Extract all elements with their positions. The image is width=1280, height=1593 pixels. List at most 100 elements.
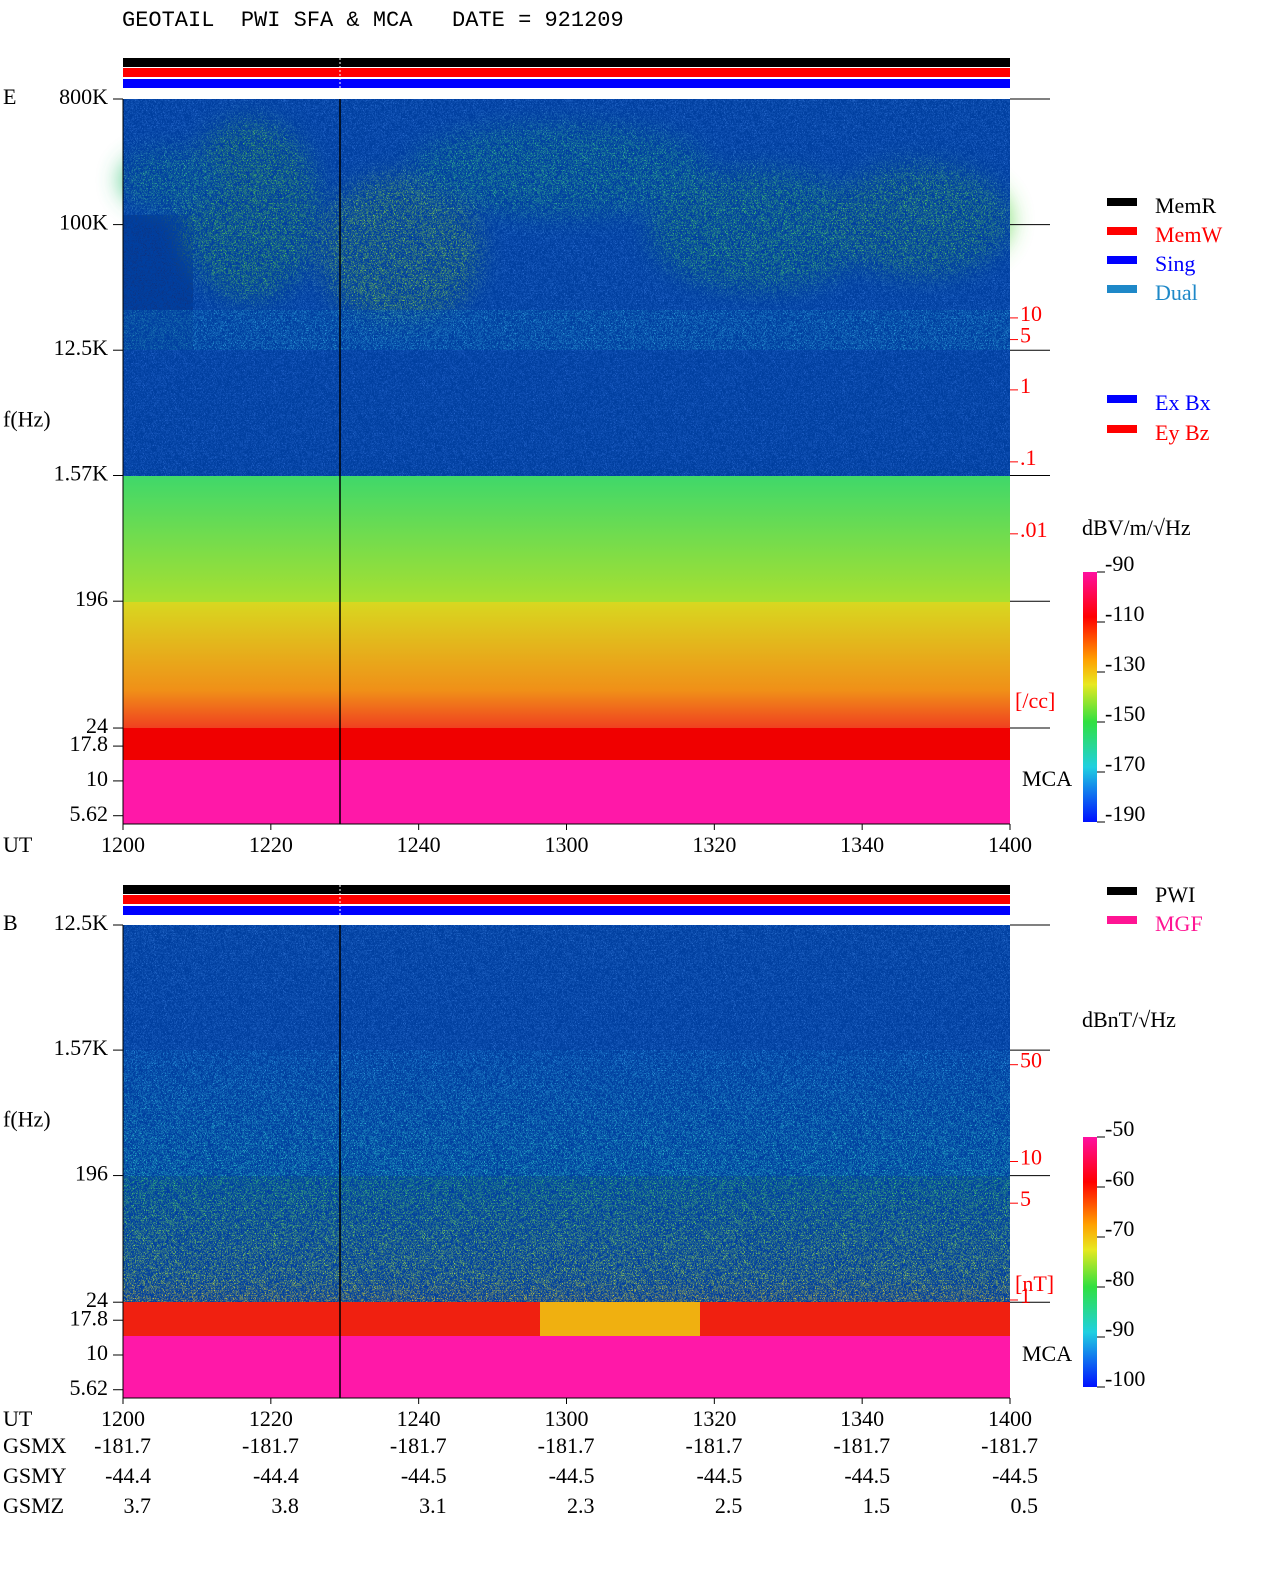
x-tick-label: 1340: [840, 1406, 884, 1431]
orbit-value: -181.7: [833, 1433, 890, 1458]
panel-label: B: [3, 910, 18, 935]
x-tick-label: 1300: [545, 832, 589, 857]
colorbar-tick-label: -170: [1105, 751, 1145, 776]
legend-swatch: [1107, 887, 1137, 895]
x-label: UT: [3, 832, 33, 857]
status-bars: [123, 58, 1010, 915]
band-label: MCA: [1022, 766, 1072, 791]
orbit-value: -44.5: [992, 1463, 1038, 1488]
y-tick-label: 800K: [59, 84, 108, 109]
legend-label: Ey Bz: [1155, 420, 1210, 445]
y2-tick-label: 5: [1020, 1186, 1031, 1211]
orbit-value: 2.5: [715, 1493, 743, 1518]
y-tick-label: 5.62: [70, 1375, 109, 1400]
y2-label: [/cc]: [1015, 688, 1055, 713]
legend-swatch: [1107, 198, 1137, 206]
orbit-value: 1.5: [863, 1493, 891, 1518]
legend-label: Ex Bx: [1155, 390, 1211, 415]
orbit-value: 3.7: [124, 1493, 152, 1518]
y-tick-label: 1.57K: [54, 461, 109, 486]
b-spectrogram: [123, 925, 1010, 1398]
y-tick-label: 24: [86, 1287, 108, 1312]
colorbar-tick-label: -70: [1105, 1216, 1134, 1241]
y-tick-label: 196: [75, 1161, 108, 1186]
orbit-value: 2.3: [567, 1493, 595, 1518]
orbit-value: -44.5: [697, 1463, 743, 1488]
legend-swatch: [1107, 395, 1137, 403]
y-tick-label: 17.8: [70, 731, 109, 756]
colorbar: [1083, 1137, 1097, 1387]
orbit-value: 3.1: [419, 1493, 447, 1518]
x-tick-label: 1220: [249, 1406, 293, 1431]
y-tick-label: 100K: [59, 210, 108, 235]
y-tick-label: 196: [75, 586, 108, 611]
colorbar: [1083, 572, 1097, 822]
y-label: f(Hz): [3, 1107, 51, 1132]
y2-tick-label: 5: [1020, 323, 1031, 348]
orbit-value: -44.5: [549, 1463, 595, 1488]
y2-tick-label: 1: [1020, 373, 1031, 398]
y2-tick-label: 10: [1020, 301, 1042, 326]
colorbar-tick-label: -60: [1105, 1166, 1134, 1191]
y-tick-label: 17.8: [70, 1305, 109, 1330]
y-tick-label: 12.5K: [54, 335, 109, 360]
legend-swatch: [1107, 285, 1137, 293]
legend-label: MGF: [1155, 911, 1203, 936]
y-tick-label: 5.62: [70, 801, 109, 826]
legend-label: MemW: [1155, 222, 1222, 247]
x-tick-label: 1400: [988, 832, 1032, 857]
title: GEOTAIL PWI SFA & MCA DATE = 921209: [122, 8, 624, 33]
colorbar-label: dBnT/√Hz: [1082, 1007, 1176, 1032]
orbit-value: -181.7: [981, 1433, 1038, 1458]
orbit-value: -181.7: [538, 1433, 595, 1458]
colorbar-tick-label: -130: [1105, 651, 1145, 676]
x-tick-label: 1300: [545, 1406, 589, 1431]
colorbar-tick-label: -90: [1105, 1316, 1134, 1341]
x-tick-label: 1220: [249, 832, 293, 857]
y-tick-label: 10: [86, 766, 108, 791]
legend-swatch: [1107, 227, 1137, 235]
legend-swatch: [1107, 916, 1137, 924]
orbit-label: GSMX: [3, 1433, 67, 1458]
orbit-value: -181.7: [242, 1433, 299, 1458]
colorbar-tick-label: -100: [1105, 1366, 1145, 1391]
colorbar-tick-label: -110: [1105, 601, 1145, 626]
y-label: f(Hz): [3, 407, 51, 432]
x-tick-label: 1240: [397, 832, 441, 857]
orbit-value: -181.7: [390, 1433, 447, 1458]
y-tick-label: 12.5K: [54, 910, 109, 935]
orbit-value: -44.4: [105, 1463, 151, 1488]
y-tick-label: 24: [86, 713, 108, 738]
y2-tick-label: 10: [1020, 1145, 1042, 1170]
orbit-value: -181.7: [94, 1433, 151, 1458]
colorbar-tick-label: -50: [1105, 1116, 1134, 1141]
x-tick-label: 1200: [101, 1406, 145, 1431]
legend-label: PWI: [1155, 882, 1195, 907]
x-tick-label: 1400: [988, 1406, 1032, 1431]
e-spectrogram: [120, 99, 1010, 824]
orbit-label: GSMZ: [3, 1493, 64, 1518]
orbit-value: 0.5: [1011, 1493, 1039, 1518]
x-tick-label: 1320: [692, 1406, 736, 1431]
band-label: MCA: [1022, 1341, 1072, 1366]
orbit-label: GSMY: [3, 1463, 67, 1488]
colorbar-tick-label: -90: [1105, 551, 1134, 576]
y-tick-label: 1.57K: [54, 1035, 109, 1060]
orbit-value: -181.7: [686, 1433, 743, 1458]
x-tick-label: 1200: [101, 832, 145, 857]
x-tick-label: 1340: [840, 832, 884, 857]
y-tick-label: 10: [86, 1340, 108, 1365]
y2-tick-label: 50: [1020, 1048, 1042, 1073]
y2-tick-label: .01: [1020, 517, 1048, 542]
colorbar-label: dBV/m/√Hz: [1082, 515, 1191, 540]
legend-swatch: [1107, 425, 1137, 433]
legend-swatch: [1107, 256, 1137, 264]
orbit-value: -44.5: [844, 1463, 890, 1488]
legend-label: Sing: [1155, 251, 1195, 276]
legend-label: MemR: [1155, 193, 1216, 218]
orbit-value: 3.8: [271, 1493, 299, 1518]
x-label: UT: [3, 1406, 33, 1431]
y2-label: [nT]: [1015, 1271, 1054, 1296]
legend-label: Dual: [1155, 280, 1198, 305]
